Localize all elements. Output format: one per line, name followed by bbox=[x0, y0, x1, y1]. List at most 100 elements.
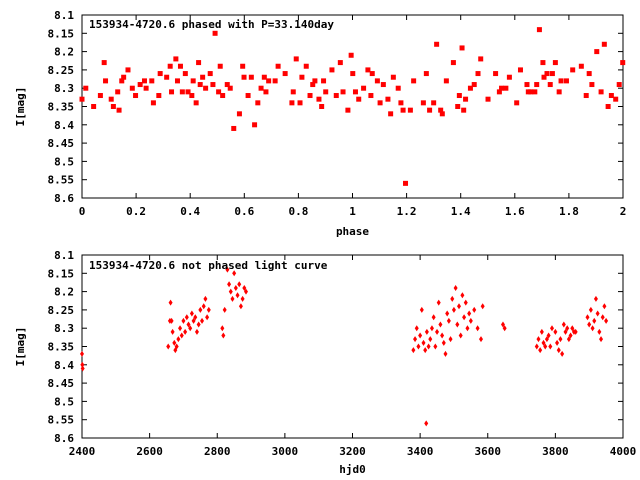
phased-x-tick-label: 0.2 bbox=[126, 205, 146, 218]
unphased-data-point bbox=[80, 365, 85, 372]
phased-data-point bbox=[583, 93, 589, 99]
unphased-data-point bbox=[172, 339, 177, 346]
unphased-data-point bbox=[183, 328, 188, 335]
unphased-data-point bbox=[541, 339, 546, 346]
unphased-data-point bbox=[221, 332, 226, 339]
phased-data-point bbox=[475, 71, 481, 77]
phased-y-tick-label: 8.15 bbox=[48, 27, 75, 40]
phased-data-point bbox=[310, 82, 316, 88]
unphased-data-point bbox=[193, 314, 198, 321]
unphased-data-point bbox=[435, 328, 440, 335]
unphased-data-point bbox=[457, 303, 462, 310]
unphased-data-point bbox=[189, 310, 194, 317]
phased-data-point bbox=[169, 89, 175, 95]
phased-x-tick-label: 0 bbox=[79, 205, 86, 218]
phased-data-point bbox=[361, 85, 367, 91]
unphased-data-point bbox=[467, 310, 472, 317]
unphased-data-point bbox=[225, 266, 230, 273]
phased-data-point bbox=[368, 93, 374, 99]
phased-data-point bbox=[478, 56, 484, 62]
phased-data-point bbox=[374, 78, 380, 84]
phased-data-point bbox=[121, 74, 127, 80]
unphased-data-point bbox=[431, 314, 436, 321]
unphased-x-tick-label: 4000 bbox=[610, 445, 637, 458]
phased-data-point bbox=[385, 96, 391, 102]
phased-data-point bbox=[108, 96, 114, 102]
phased-data-point bbox=[83, 85, 89, 91]
unphased-data-point bbox=[438, 321, 443, 328]
phased-data-point bbox=[620, 60, 626, 66]
unphased-data-point bbox=[543, 343, 548, 350]
phased-data-point bbox=[467, 85, 473, 91]
unphased-data-point bbox=[602, 303, 607, 310]
phased-data-point bbox=[395, 85, 401, 91]
unphased-data-point bbox=[443, 350, 448, 357]
phased-data-point bbox=[197, 82, 203, 88]
unphased-data-point bbox=[472, 306, 477, 313]
unphased-data-point bbox=[463, 299, 468, 306]
phased-data-point bbox=[303, 63, 309, 69]
unphased-data-point bbox=[560, 350, 565, 357]
phased-data-point bbox=[173, 56, 179, 62]
phased-data-point bbox=[207, 71, 213, 77]
unphased-data-point bbox=[450, 295, 455, 302]
phased-data-point bbox=[261, 74, 267, 80]
phased-data-point bbox=[605, 104, 611, 109]
phased-data-point bbox=[312, 78, 318, 84]
phased-data-point bbox=[141, 78, 147, 84]
unphased-data-point bbox=[206, 306, 211, 313]
unphased-data-point bbox=[429, 325, 434, 332]
phased-data-point bbox=[129, 85, 135, 91]
phased-data-point bbox=[536, 27, 542, 33]
phased-data-point bbox=[365, 67, 371, 73]
unphased-data-point bbox=[570, 325, 575, 332]
unphased-data-point bbox=[237, 281, 242, 288]
unphased-data-point bbox=[178, 325, 183, 332]
phased-data-point bbox=[348, 52, 354, 58]
unphased-data-point bbox=[573, 328, 578, 335]
phased-data-point bbox=[91, 104, 97, 109]
phased-y-tick-label: 8.1 bbox=[54, 9, 74, 22]
unphased-data-point bbox=[174, 343, 179, 350]
phased-x-tick-label: 0.6 bbox=[234, 205, 254, 218]
phased-data-point bbox=[578, 63, 584, 69]
unphased-data-point bbox=[228, 288, 233, 295]
unphased-y-tick-label: 8.5 bbox=[54, 395, 74, 408]
phased-data-point bbox=[461, 107, 467, 113]
phased-data-point bbox=[524, 82, 530, 88]
phased-y-tick-label: 8.45 bbox=[48, 137, 75, 150]
phased-data-point bbox=[616, 82, 622, 88]
phased-data-point bbox=[589, 82, 595, 88]
phased-data-point bbox=[241, 74, 247, 80]
phased-x-tick-label: 0.8 bbox=[288, 205, 308, 218]
phased-y-tick-label: 8.3 bbox=[54, 82, 74, 95]
phased-x-tick-label: 1.4 bbox=[451, 205, 471, 218]
unphased-data-point bbox=[235, 292, 240, 299]
phased-y-tick-label: 8.4 bbox=[54, 119, 74, 132]
phased-data-point bbox=[438, 107, 444, 113]
phased-data-point bbox=[290, 89, 296, 95]
phased-data-point bbox=[329, 67, 335, 73]
unphased-data-point bbox=[201, 303, 206, 310]
unphased-data-point bbox=[419, 306, 424, 313]
phased-data-point bbox=[407, 107, 413, 113]
unphased-data-point bbox=[238, 303, 243, 310]
unphased-data-point bbox=[468, 317, 473, 324]
unphased-data-point bbox=[433, 343, 438, 350]
phased-data-point bbox=[503, 85, 509, 91]
phased-x-ticks: 0 0.2 0.4 0.6 0.8 1 1.2 1.4 1.6 1.8 2 bbox=[79, 15, 626, 218]
unphased-data-point bbox=[546, 332, 551, 339]
phased-data-point bbox=[216, 89, 222, 95]
phased-data-point bbox=[337, 60, 343, 66]
unphased-data-point bbox=[536, 336, 541, 343]
unphased-data-point bbox=[592, 317, 597, 324]
phased-x-tick-label: 1.8 bbox=[559, 205, 579, 218]
phased-y-tick-label: 8.6 bbox=[54, 192, 74, 205]
phased-y-tick-label: 8.5 bbox=[54, 155, 74, 168]
unphased-data-point bbox=[426, 343, 431, 350]
phased-chart-title: 153934-4720.6 phased with P=33.140day bbox=[89, 18, 334, 31]
unphased-data-point bbox=[205, 314, 210, 321]
phased-data-point bbox=[456, 93, 462, 99]
